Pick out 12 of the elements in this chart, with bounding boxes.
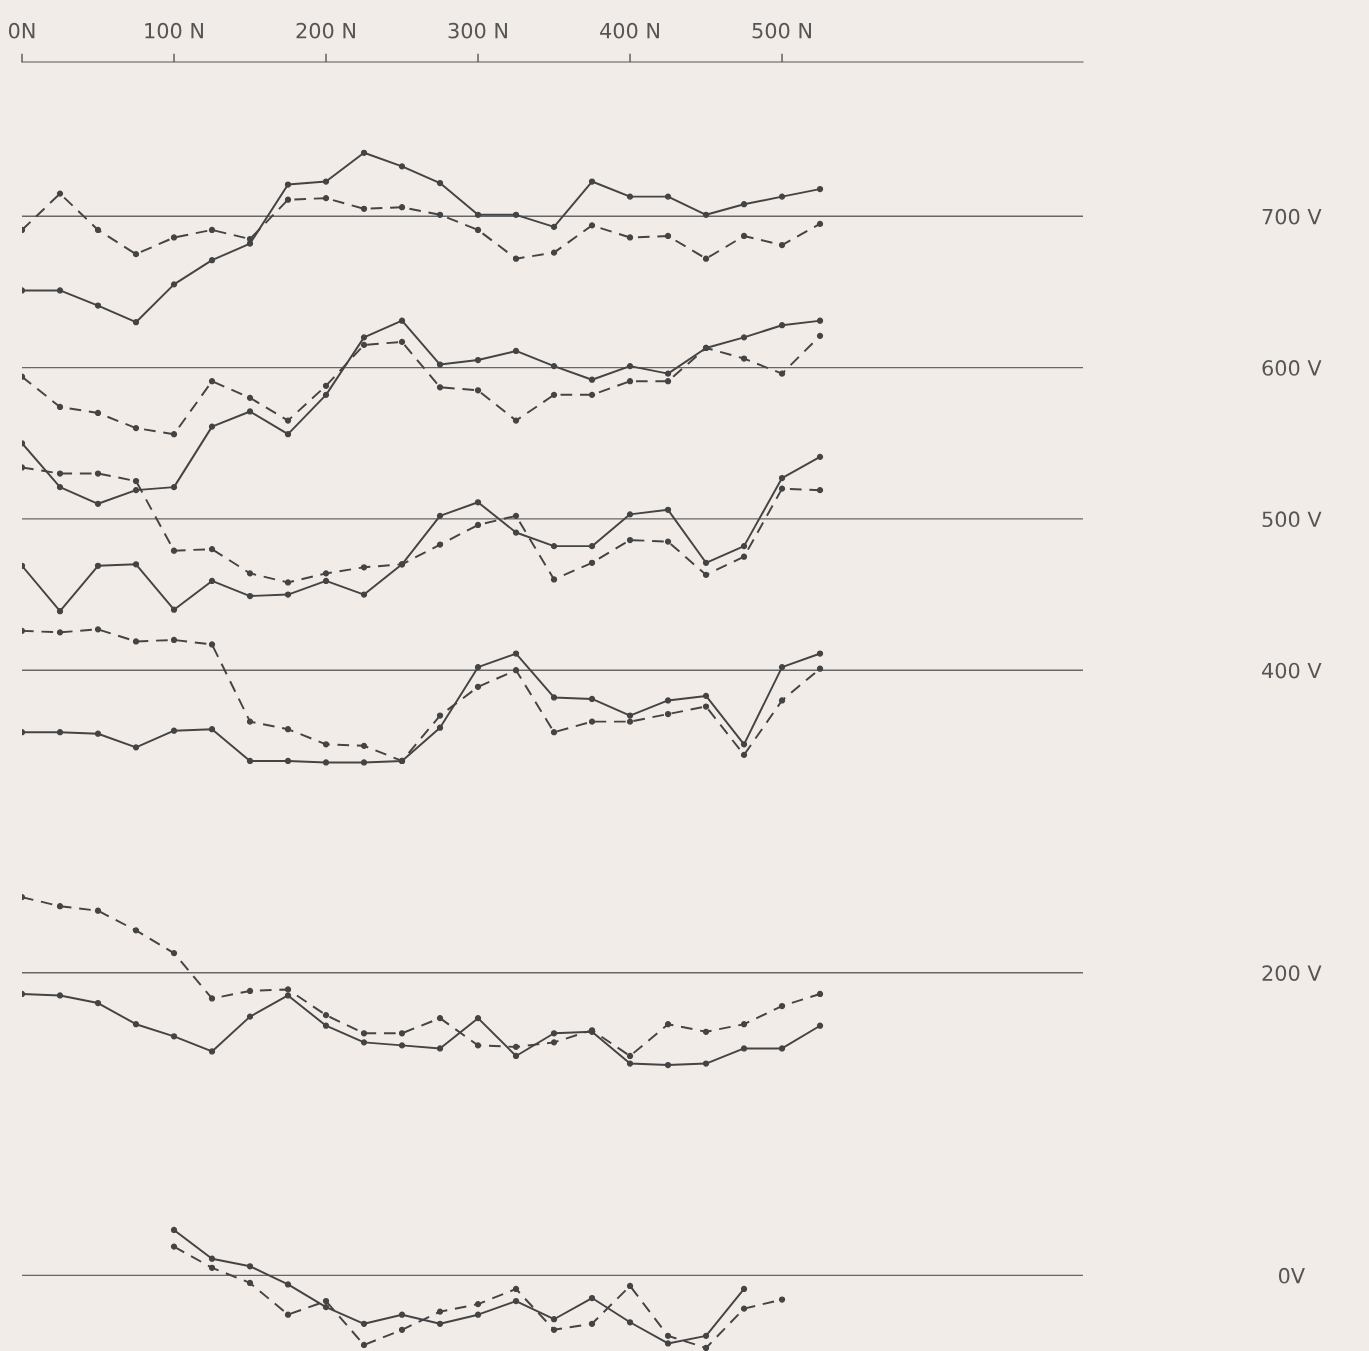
y-tick-label: 600 V [1262, 360, 1322, 376]
x-tick-label: 400 N [600, 22, 659, 39]
y-tick-label: 700 V [1262, 208, 1322, 225]
x-tick-label: 200 N [296, 22, 355, 39]
x-tick-label: 300 N [448, 22, 507, 39]
y-tick-label: 500 V [1262, 511, 1322, 528]
x-tick-label: 100 N [145, 22, 203, 39]
y-tick-label: 0V [1278, 1267, 1305, 1284]
y-tick-label: 200 V [1262, 965, 1322, 981]
x-tick-label: 0N [8, 22, 35, 39]
x-tick-label: 500 N [752, 22, 811, 39]
y-tick-label: 400 V [1262, 662, 1322, 679]
